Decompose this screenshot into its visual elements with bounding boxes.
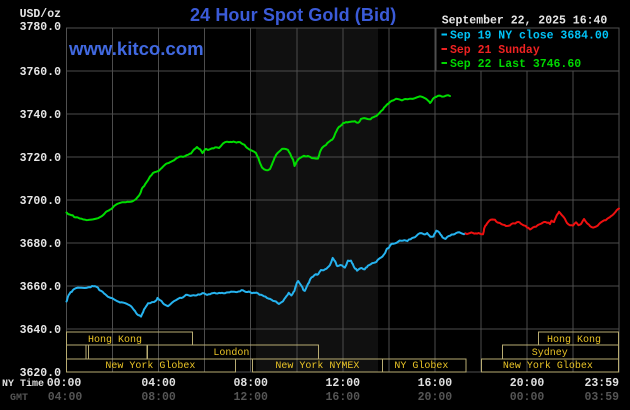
svg-text:3620.0: 3620.0 — [20, 367, 62, 380]
svg-text:3660.0: 3660.0 — [20, 281, 62, 294]
svg-text:24 Hour Spot Gold (Bid): 24 Hour Spot Gold (Bid) — [190, 5, 396, 25]
svg-text:Hong Kong: Hong Kong — [88, 335, 142, 346]
svg-text:3740.0: 3740.0 — [20, 109, 62, 122]
svg-text:GMT: GMT — [10, 393, 28, 404]
svg-text:3700.0: 3700.0 — [20, 195, 62, 208]
svg-text:23:59: 23:59 — [584, 377, 619, 390]
svg-text:USD/oz: USD/oz — [20, 8, 62, 21]
svg-text:3720.0: 3720.0 — [20, 152, 62, 165]
svg-text:3680.0: 3680.0 — [20, 238, 62, 251]
svg-text:16:00: 16:00 — [326, 391, 361, 404]
svg-text:NY Time: NY Time — [2, 378, 44, 390]
svg-text:Sep 21 Sunday: Sep 21 Sunday — [450, 44, 540, 57]
svg-text:20:00: 20:00 — [418, 391, 453, 404]
svg-text:12:00: 12:00 — [326, 377, 361, 390]
svg-text:04:00: 04:00 — [141, 377, 176, 390]
svg-text:New York NYMEX: New York NYMEX — [275, 360, 359, 372]
svg-text:Sep 22 Last 3746.60: Sep 22 Last 3746.60 — [450, 58, 581, 71]
svg-text:Sep 19 NY close 3684.00: Sep 19 NY close 3684.00 — [450, 30, 609, 43]
svg-text:3760.0: 3760.0 — [20, 66, 62, 79]
svg-text:London: London — [213, 347, 249, 359]
svg-text:03:59: 03:59 — [584, 391, 619, 404]
svg-text:00:00: 00:00 — [510, 391, 545, 404]
svg-text:00:00: 00:00 — [47, 377, 82, 390]
svg-text:September 22, 2025 16:40: September 22, 2025 16:40 — [442, 14, 608, 27]
svg-text:12:00: 12:00 — [233, 391, 268, 404]
svg-text:08:00: 08:00 — [141, 391, 176, 404]
svg-text:3640.0: 3640.0 — [20, 324, 62, 337]
svg-text:www.kitco.com: www.kitco.com — [68, 38, 204, 59]
svg-text:New York Globex: New York Globex — [503, 360, 593, 372]
svg-text:NY Globex: NY Globex — [394, 360, 448, 372]
svg-text:New York Globex: New York Globex — [105, 360, 195, 372]
svg-text:Hong Kong: Hong Kong — [547, 335, 601, 346]
svg-text:16:00: 16:00 — [418, 377, 453, 390]
svg-text:3780.0: 3780.0 — [20, 21, 62, 34]
svg-text:04:00: 04:00 — [48, 391, 83, 404]
svg-text:20:00: 20:00 — [510, 377, 545, 390]
svg-text:Sydney: Sydney — [532, 347, 568, 359]
svg-text:08:00: 08:00 — [233, 377, 268, 390]
